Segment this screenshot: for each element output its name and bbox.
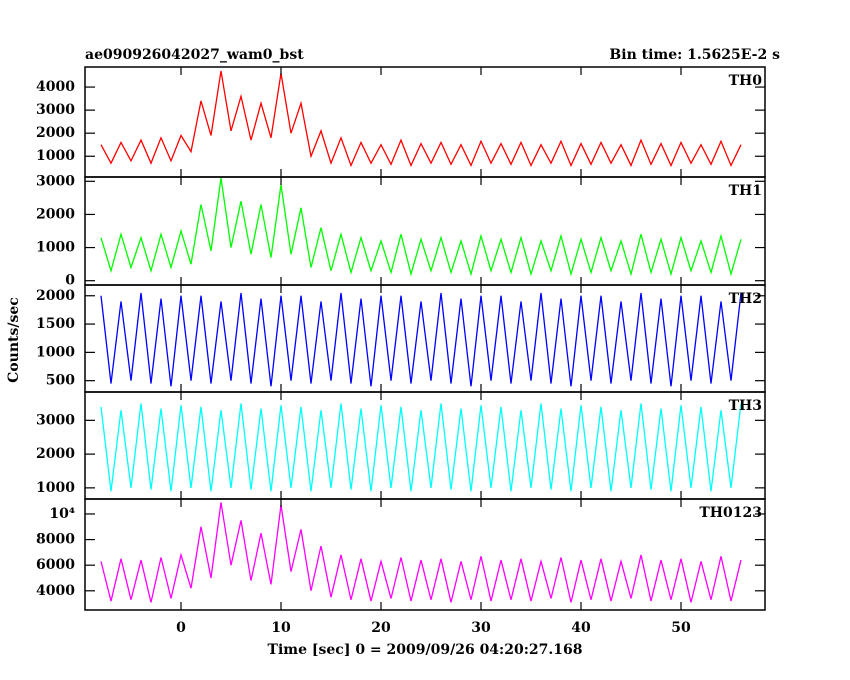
panel-label: TH0 <box>729 73 763 89</box>
y-tick-label: 3000 <box>36 102 75 118</box>
panel-label: TH3 <box>729 398 762 414</box>
panel-frame <box>84 498 766 611</box>
panel-label: TH1 <box>729 183 762 199</box>
y-tick-label: 2000 <box>36 206 75 222</box>
y-tick-label: 1000 <box>36 344 75 360</box>
x-tick-label: 30 <box>471 620 491 636</box>
y-axis-label: Counts/sec <box>6 297 22 383</box>
x-tick-label: 50 <box>671 620 691 636</box>
chart-subtitle: Bin time: 1.5625E-2 s <box>609 47 780 63</box>
y-tick-label: 0 <box>65 273 75 289</box>
y-tick-label: 1000 <box>36 148 75 164</box>
x-tick-label: 10 <box>271 620 291 636</box>
panel-frame <box>84 176 766 286</box>
light-curve <box>100 70 742 168</box>
panel-frame <box>84 284 766 393</box>
chart-title: ae090926042027_wam0_bst <box>85 47 304 63</box>
y-tick-label: 500 <box>46 373 75 389</box>
light-curve <box>100 292 742 387</box>
x-tick-label: 0 <box>176 620 186 636</box>
y-tick-label: 4000 <box>36 79 75 95</box>
y-tick-label: 6000 <box>36 557 75 573</box>
panel-label: TH0123 <box>699 505 762 521</box>
y-tick-label: 8000 <box>36 532 75 548</box>
y-tick-label: 2000 <box>36 446 75 462</box>
x-tick-label: 20 <box>371 620 391 636</box>
y-tick-label: 1000 <box>36 240 75 256</box>
y-tick-label: 2000 <box>36 125 75 141</box>
panel-frame <box>84 66 766 178</box>
light-curve <box>100 502 742 603</box>
y-tick-label: 10⁴ <box>49 506 75 522</box>
y-tick-label: 1000 <box>36 480 75 496</box>
x-axis-label: Time [sec] 0 = 2009/09/26 04:20:27.168 <box>268 642 583 658</box>
y-tick-label: 4000 <box>36 583 75 599</box>
y-tick-label: 1500 <box>36 316 75 332</box>
y-tick-label: 3000 <box>36 412 75 428</box>
panel-label: TH2 <box>729 291 762 307</box>
y-tick-label: 3000 <box>36 173 75 189</box>
x-tick-label: 40 <box>571 620 591 636</box>
y-tick-label: 2000 <box>36 288 75 304</box>
light-curve <box>100 177 742 277</box>
light-curve <box>100 403 742 492</box>
